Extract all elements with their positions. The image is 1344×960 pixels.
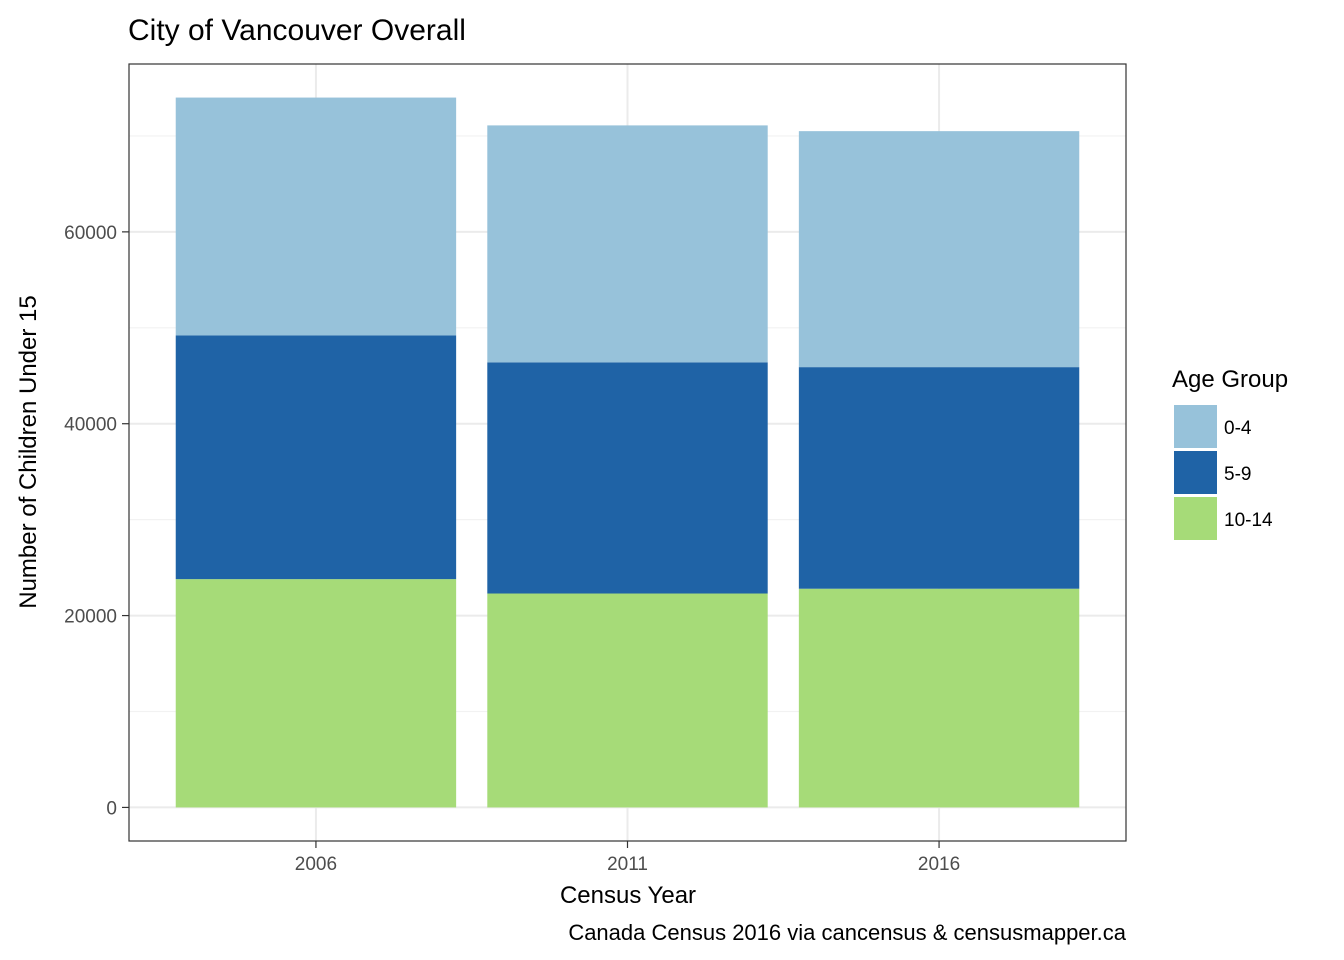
y-tick-label: 0 [106, 798, 117, 819]
x-tick-label: 2016 [918, 854, 960, 875]
y-tick-label: 40000 [64, 415, 117, 436]
chart-caption: Canada Census 2016 via cancensus & censu… [568, 920, 1126, 945]
bar-2011-5-9 [487, 362, 768, 594]
chart-title: City of Vancouver Overall [128, 14, 466, 47]
bar-2011-0-4 [487, 125, 768, 363]
bar-2016-0-4 [798, 131, 1080, 368]
bars [175, 97, 1080, 808]
bar-2006-10-14 [175, 579, 457, 808]
legend-swatch-0-4 [1174, 405, 1217, 448]
bar-2011-10-14 [487, 593, 768, 808]
legend-swatch-10-14 [1174, 497, 1217, 540]
bar-2016-10-14 [798, 588, 1080, 808]
legend: Age Group 0-4 5-9 10-14 [1172, 366, 1288, 540]
legend-label: 5-9 [1224, 464, 1251, 485]
x-axis: 2006 2011 2016 [295, 841, 960, 875]
bar-2006-0-4 [175, 97, 457, 336]
x-axis-title: Census Year [560, 882, 696, 909]
y-axis-title: Number of Children Under 15 [15, 295, 42, 609]
legend-label: 0-4 [1224, 418, 1252, 439]
legend-label: 10-14 [1224, 510, 1273, 531]
legend-title: Age Group [1172, 366, 1288, 393]
y-tick-label: 20000 [64, 607, 117, 628]
y-axis: 0 20000 40000 60000 [64, 223, 129, 819]
x-tick-label: 2011 [607, 854, 648, 875]
legend-entries: 0-4 5-9 10-14 [1174, 405, 1273, 540]
bar-2016-5-9 [798, 367, 1080, 589]
x-tick-label: 2006 [295, 854, 337, 875]
y-tick-label: 60000 [64, 223, 117, 244]
bar-2006-5-9 [175, 335, 457, 580]
legend-swatch-5-9 [1174, 451, 1217, 494]
